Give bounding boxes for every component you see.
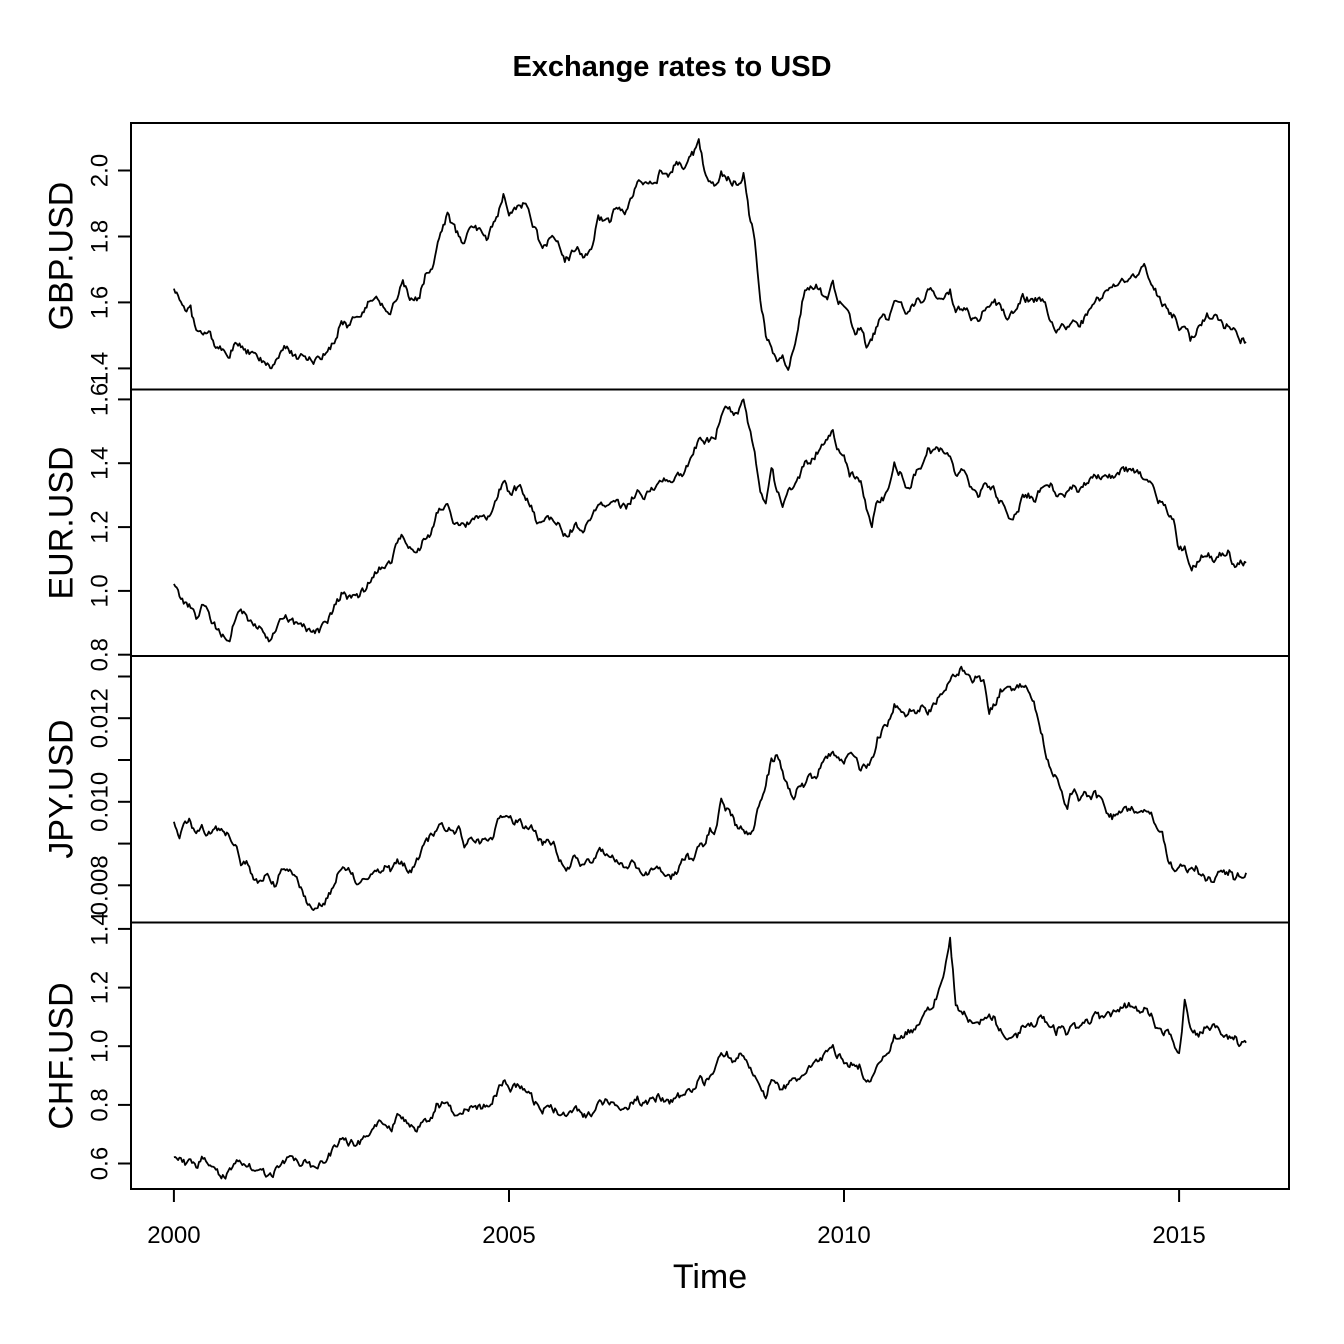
x-tick-label: 2005: [482, 1222, 535, 1249]
y-tick-label: 1.0: [87, 574, 114, 607]
x-axis-label: Time: [672, 1258, 748, 1296]
panel-gbp-usd: 1.4 1.6 1.8 2.0: [87, 122, 1290, 391]
y-tick-label: 1.8: [87, 220, 114, 253]
series-line-jpy-usd: [173, 665, 1247, 911]
y-axis-chf-usd: 0.6 0.8 1.0 1.2 1.4: [87, 912, 131, 1180]
panel-eur-usd: 0.8 1.0 1.2 1.4 1.6: [87, 383, 1290, 671]
y-tick-label: 0.6: [87, 1147, 114, 1180]
y-tick-label: 1.6: [87, 286, 114, 319]
y-tick-label: 1.4: [87, 447, 114, 480]
y-tick-label: 1.4: [87, 912, 114, 945]
y-axis-jpy-usd: 0.008 0.010 0.012: [87, 675, 131, 915]
x-axis-time: 2000 2005 2010 2015: [147, 1189, 1206, 1249]
y-tick-label: 1.6: [87, 383, 114, 416]
y-tick-label: 0.8: [87, 1088, 114, 1121]
y-tick-label: 0.8: [87, 638, 114, 671]
y-tick-label: 1.0: [87, 1030, 114, 1063]
chart-title: Exchange rates to USD: [512, 51, 832, 83]
y-tick-label: 0.008: [87, 855, 114, 915]
y-tick-label: 2.0: [87, 154, 114, 187]
x-tick-label: 2000: [147, 1222, 200, 1249]
x-tick-label: 2010: [817, 1222, 870, 1249]
y-tick-label: 1.2: [87, 510, 114, 543]
y-tick-label: 1.2: [87, 971, 114, 1004]
x-tick-label: 2015: [1152, 1222, 1205, 1249]
y-tick-label: 0.012: [87, 688, 114, 748]
panel-chf-usd: 0.6 0.8 1.0 1.2 1.4: [87, 912, 1290, 1190]
series-line-eur-usd: [173, 398, 1247, 643]
series-line-chf-usd: [173, 936, 1247, 1180]
y-axis-eur-usd: 0.8 1.0 1.2 1.4 1.6: [87, 383, 131, 671]
y-axis-gbp-usd: 1.4 1.6 1.8 2.0: [87, 154, 131, 385]
y-tick-label: 0.010: [87, 772, 114, 832]
y-tick-label: 1.4: [87, 352, 114, 385]
panel-jpy-usd: 0.008 0.010 0.012: [87, 655, 1290, 924]
series-line-gbp-usd: [173, 138, 1247, 371]
